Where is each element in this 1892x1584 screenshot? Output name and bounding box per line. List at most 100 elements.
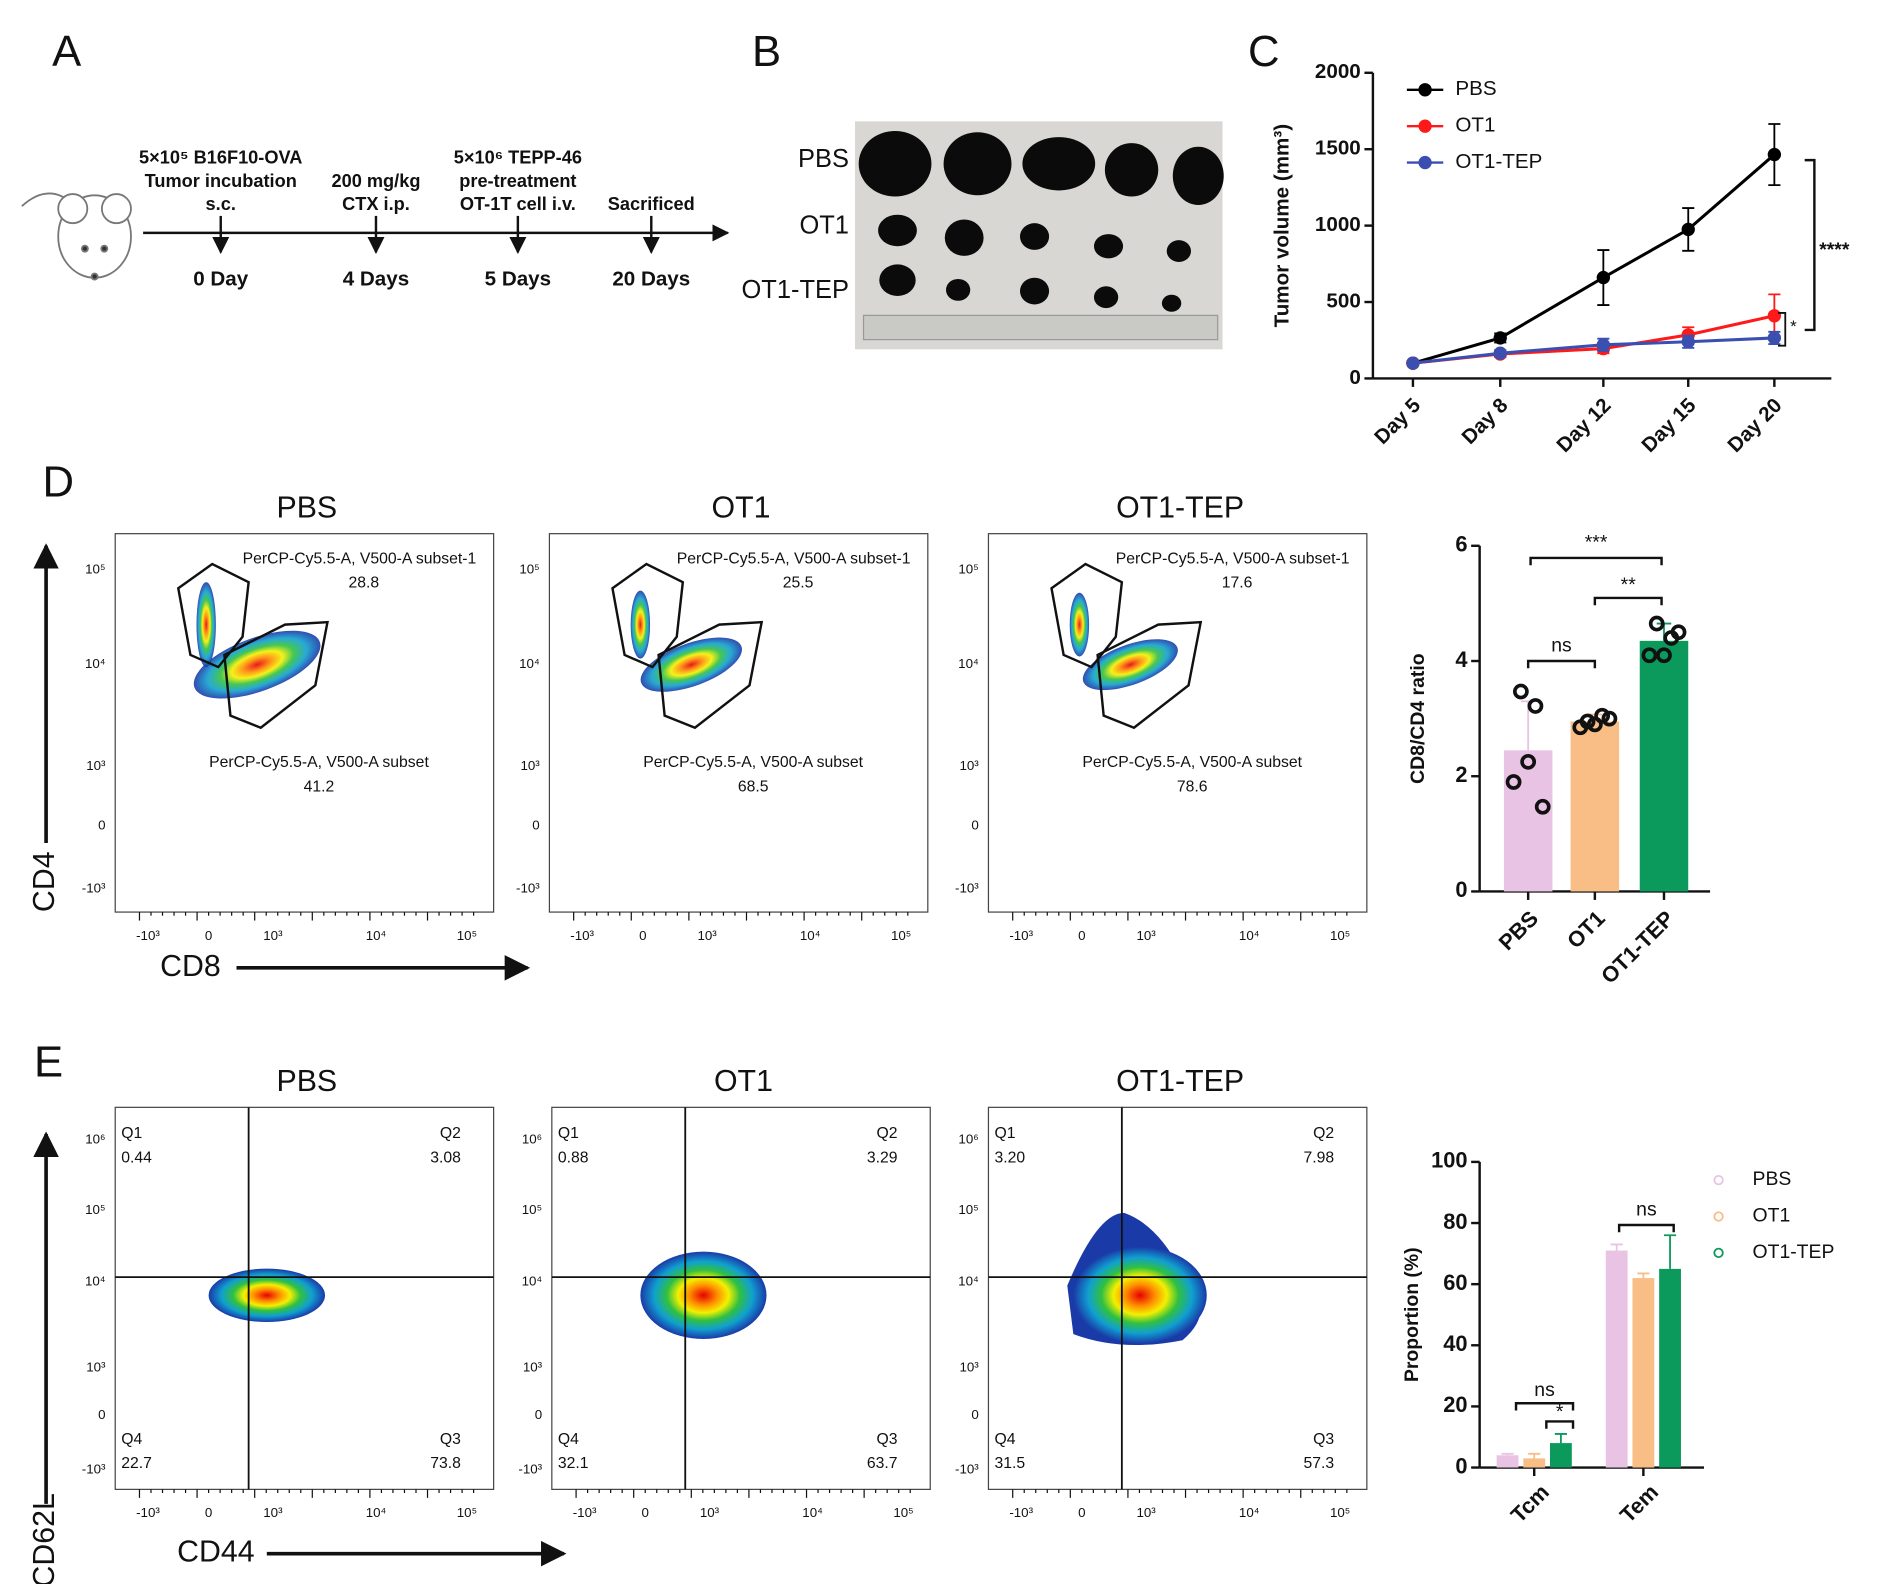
quadrant-name: Q4	[558, 1431, 579, 1448]
x-tick-label: 10⁴	[800, 928, 821, 943]
y-tick-label: 0	[532, 817, 539, 832]
y-tick-label: 0	[1349, 366, 1360, 389]
x-tick-label: 10⁴	[1239, 928, 1260, 943]
x-tick-label: 0	[642, 1505, 649, 1520]
data-point	[1534, 798, 1551, 815]
day-label: 0 Day	[193, 268, 249, 291]
error-bar	[1663, 1234, 1677, 1269]
legend-label: OT1-TEP	[1455, 150, 1542, 173]
quadrant-name: Q4	[995, 1431, 1016, 1448]
y-tick-label: -10³	[518, 1461, 542, 1476]
y-tick-label: 1000	[1315, 213, 1361, 236]
y-tick-label: 1500	[1315, 137, 1361, 160]
event-label: pre-treatment	[459, 171, 576, 191]
y-tick-label: 0	[971, 1407, 978, 1422]
gate-label: PerCP-Cy5.5-A, V500-A subset-1	[1116, 550, 1350, 567]
event-label: s.c.	[206, 194, 236, 214]
significance: **	[1621, 574, 1637, 596]
x-tick-label: 10³	[263, 928, 283, 943]
y-tick-label: 10³	[520, 758, 540, 773]
axis-title: CD62L	[28, 1493, 61, 1584]
day-label: 4 Days	[343, 268, 409, 291]
significance-bracket	[1514, 1402, 1575, 1411]
x-tick-label: -10³	[573, 1505, 597, 1520]
gate-label: PerCP-Cy5.5-A, V500-A subset	[1082, 754, 1302, 771]
x-tick-label: OT1-TEP	[1596, 906, 1679, 989]
flow-plot-frame	[114, 1106, 495, 1490]
axis-title: CD44	[177, 1536, 255, 1569]
y-tick-label: 80	[1443, 1209, 1467, 1234]
row-label: PBS	[798, 145, 849, 173]
gate-value: 28.8	[349, 575, 380, 592]
point	[1596, 270, 1611, 285]
y-tick-label: 0	[98, 817, 105, 832]
y-tick-label: 10³	[959, 758, 979, 773]
x-tick-label: 10⁵	[1330, 1505, 1350, 1520]
quadrant-value: 3.08	[430, 1149, 461, 1166]
y-tick-label: 100	[1431, 1148, 1467, 1173]
y-tick-label: 6	[1455, 532, 1467, 557]
panel-label: D	[42, 458, 74, 507]
significance-bracket	[1593, 596, 1663, 606]
legend-marker	[1713, 1174, 1724, 1186]
significance-bracket	[1777, 312, 1787, 347]
bar	[1503, 750, 1553, 892]
gate-label: PerCP-Cy5.5-A, V500-A subset-1	[677, 550, 911, 567]
quadrant-name: Q1	[995, 1125, 1016, 1142]
x-tick-label: 10³	[1136, 928, 1156, 943]
y-tick-label: 10³	[86, 1360, 106, 1375]
bar	[1570, 721, 1620, 892]
axis-title: CD4	[28, 851, 61, 912]
x-tick-label: 10⁵	[457, 1505, 477, 1520]
quadrant-name: Q3	[876, 1431, 897, 1448]
y-tick-label: 500	[1326, 289, 1360, 312]
x-tick-label: 10³	[1136, 1505, 1156, 1520]
event-label: OT-1T cell i.v.	[460, 194, 576, 214]
x-tick-label: Day 5	[1370, 394, 1425, 449]
density-cluster	[196, 582, 216, 668]
gate	[611, 562, 685, 669]
significance: ****	[1819, 239, 1850, 261]
x-tick-label: 0	[1078, 1505, 1085, 1520]
legend-marker	[1418, 119, 1432, 133]
event-label: 5×10⁵ B16F10-OVA	[139, 148, 302, 168]
y-axis-title: CD8/CD4 ratio	[1407, 653, 1429, 784]
gate	[657, 620, 764, 730]
error-bar	[1528, 1452, 1541, 1459]
y-tick-label: 10⁴	[519, 656, 540, 671]
significance: ns	[1551, 635, 1571, 657]
flow-plot-frame	[114, 533, 495, 913]
day-label: 20 Days	[612, 268, 690, 291]
x-tick-label: 0	[205, 1505, 212, 1520]
gate	[176, 562, 250, 669]
bar	[1639, 640, 1689, 892]
quadrant-name: Q3	[1313, 1431, 1334, 1448]
y-tick-label: 10⁴	[958, 1274, 979, 1289]
x-tick-label: 10⁵	[1330, 928, 1350, 943]
x-tick-label: Day 20	[1723, 394, 1786, 457]
y-tick-label: 10⁵	[958, 562, 978, 577]
x-tick-label: 10⁴	[1239, 1505, 1260, 1520]
x-tick-label: Day 15	[1637, 394, 1700, 457]
point	[1493, 331, 1507, 345]
x-tick-label: Tem	[1615, 1479, 1663, 1527]
y-tick-label: -10³	[82, 1461, 106, 1476]
point	[1406, 356, 1420, 370]
y-tick-label: 4	[1455, 647, 1468, 672]
error-bar	[1637, 1272, 1650, 1279]
tumor-photo	[855, 121, 1224, 350]
significance: *	[1790, 317, 1797, 336]
flow-plot-frame	[987, 533, 1368, 913]
bar	[1605, 1250, 1628, 1468]
legend-label: OT1-TEP	[1753, 1241, 1835, 1263]
significance-bracket	[1526, 659, 1597, 669]
flow-plot-frame	[551, 1106, 931, 1490]
point	[1493, 346, 1507, 360]
panel-label: E	[34, 1037, 63, 1086]
plot-title: OT1	[714, 1065, 773, 1098]
panel-label: C	[1248, 27, 1280, 76]
gate-label: PerCP-Cy5.5-A, V500-A subset-1	[243, 550, 477, 567]
event-label: Tumor incubation	[145, 171, 297, 191]
y-axis-title: Tumor volume (mm³)	[1271, 124, 1294, 327]
